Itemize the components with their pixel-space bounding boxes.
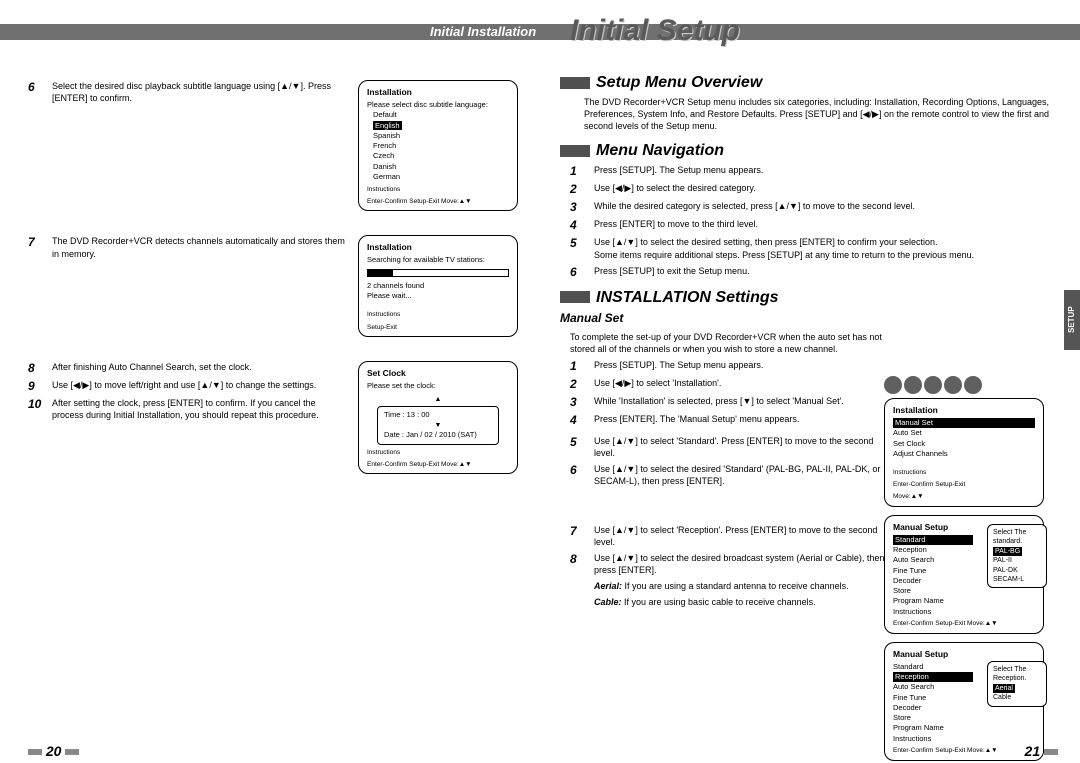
icon-row [884,376,1044,396]
step-text: After finishing Auto Channel Search, set… [52,361,348,375]
globe-icon [924,376,942,394]
header-subtitle: Initial Installation [430,24,536,40]
step-text: Use [◀/▶] to move left/right and use [▲/… [52,379,348,393]
gear-icon [904,376,922,394]
step-text: Select the desired disc playback subtitl… [52,80,348,104]
rec-icon [884,376,902,394]
osd-installation-menu: Installation Manual Set Auto Set Set Clo… [884,398,1044,507]
osd-channel-search: Installation Searching for available TV … [358,235,518,337]
section-installation: INSTALLATION Settings [560,289,1060,307]
disc-icon [944,376,962,394]
step-number: 6 [28,80,44,104]
step-number: 7 [28,235,44,259]
step-number: 10 [28,397,44,421]
osd-set-clock: Set Clock Please set the clock: ▲ Time :… [358,361,518,474]
page-number-left: 20 [28,743,79,759]
step-text: The DVD Recorder+VCR detects channels au… [52,235,348,259]
main-title: Initial Setup [570,14,740,48]
popup-standard: Select The standard. PAL-BG PAL-II PAL-D… [987,524,1047,589]
step-number: 9 [28,379,44,393]
subsection-manual-set: Manual Set [560,311,1060,325]
section-overview: Setup Menu Overview [560,74,1060,92]
step-number: 8 [28,361,44,375]
osd-panel-area: Installation Manual Set Auto Set Set Clo… [884,372,1044,761]
info-icon [964,376,982,394]
osd-manual-setup-standard: Manual Setup StandardP Reception Auto Se… [884,515,1044,634]
header-bar [0,24,1080,40]
step-text: After setting the clock, press [ENTER] t… [52,397,348,421]
osd-manual-setup-reception: Manual Setup StandardPAL-BG Reception Au… [884,642,1044,761]
progress-bar [367,269,509,277]
popup-reception: Select The Reception. Aerial Cable [987,661,1047,707]
left-column: 6 Select the desired disc playback subti… [28,80,528,498]
side-tab: SETUP [1064,290,1080,350]
osd-subtitle-language: Installation Please select disc subtitle… [358,80,518,211]
clock-box: Time : 13 : 00 ▼ Date : Jan / 02 / 2010 … [377,406,499,445]
section-navigation: Menu Navigation [560,142,1060,160]
overview-body: The DVD Recorder+VCR Setup menu includes… [584,96,1060,132]
page-number-right: 21 [1025,743,1058,759]
